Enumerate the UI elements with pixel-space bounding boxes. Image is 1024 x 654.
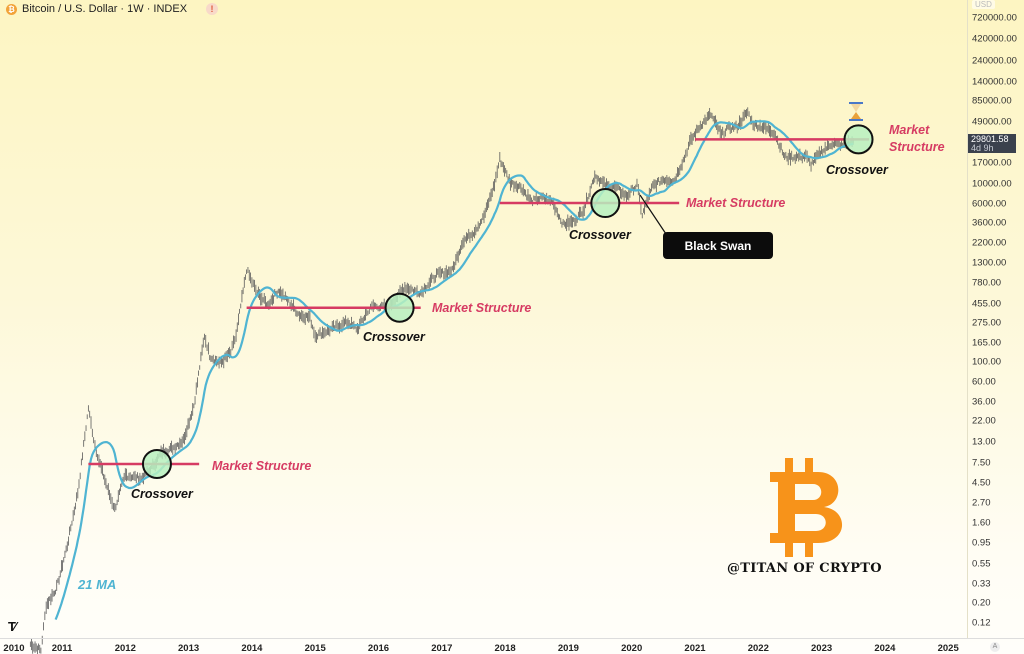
bitcoin-logo (770, 458, 843, 557)
y-tick-label: 6000.00 (972, 198, 1007, 210)
y-tick-label: 140000.00 (972, 76, 1017, 87)
y-tick-label: 13.00 (972, 436, 996, 448)
symbol-title[interactable]: Bitcoin / U.S. Dollar · 1W · INDEX (22, 3, 188, 15)
current-price: 29801.58 (971, 134, 1009, 144)
y-tick-label: 85000.00 (972, 95, 1012, 107)
crossover-circle[interactable] (590, 188, 621, 219)
alert-icon[interactable]: ! (206, 3, 219, 15)
bitcoin-icon: ₿ (6, 3, 17, 15)
tradingview-logo[interactable]: T⁄ (8, 619, 16, 634)
y-tick-label: 2200.00 (972, 237, 1007, 249)
y-tick-label: 49000.00 (972, 116, 1012, 128)
y-tick-label: 240000.00 (972, 55, 1017, 67)
market-structure-label: Market Structure (212, 459, 312, 473)
y-tick-label: 165.00 (972, 337, 1002, 349)
current-price-label: 29801.58 4d 9h (968, 134, 1016, 153)
y-tick-label: 3600.00 (972, 217, 1007, 229)
x-tick-label: 2015 (304, 643, 326, 654)
y-tick-label: 100.00 (972, 356, 1002, 368)
x-tick-label: 2016 (367, 643, 390, 654)
y-tick-label: 0.12 (972, 617, 991, 629)
crossover-label: Crossover (363, 330, 425, 344)
x-tick-label: 2020 (621, 643, 643, 654)
y-tick-label: 4.50 (972, 477, 991, 489)
x-tick-label: 2010 (3, 643, 25, 654)
x-tick-label: 2014 (241, 643, 263, 654)
auto-scale-button[interactable]: A (990, 642, 1000, 652)
x-tick-label: 2024 (874, 643, 896, 654)
y-tick-label: 7.50 (972, 457, 991, 469)
x-tick-label: 2023 (811, 643, 833, 654)
y-tick-label: 0.33 (972, 578, 991, 590)
x-tick-label: 2013 (178, 643, 200, 654)
x-tick-label: 2022 (747, 643, 769, 654)
bar-countdown: 4d 9h (971, 143, 994, 153)
watermark-handle: @TITAN OF CRYPTO (727, 561, 882, 576)
y-tick-label: 60.00 (972, 376, 996, 388)
x-tick-label: 2017 (431, 643, 453, 654)
x-tick-label: 2025 (937, 643, 959, 654)
y-tick-label: 455.00 (972, 298, 1002, 310)
crossover-circle[interactable] (843, 124, 874, 155)
crossover-label: Crossover (826, 163, 888, 177)
x-tick-label: 2021 (684, 643, 706, 654)
market-structure-label: Market Structure (686, 196, 786, 210)
crossover-label: Crossover (569, 228, 631, 242)
price-axis[interactable] (967, 0, 1024, 638)
y-tick-label: 0.55 (972, 558, 991, 570)
y-tick-label: 10000.00 (972, 178, 1012, 190)
market-structure-label: Market Structure (432, 301, 532, 315)
y-tick-label: 420000.00 (972, 33, 1017, 45)
y-tick-label: 22.00 (972, 415, 996, 427)
hourglass-icon (849, 102, 863, 121)
y-tick-label: 2.70 (972, 497, 991, 509)
x-tick-label: 2011 (51, 643, 73, 654)
y-tick-label: 780.00 (972, 277, 1002, 289)
y-tick-label: 720000.00 (972, 12, 1017, 24)
x-tick-label: 2012 (114, 643, 136, 654)
chart-header: ₿ Bitcoin / U.S. Dollar · 1W · INDEX ! (6, 3, 219, 15)
crossover-circle[interactable] (384, 292, 415, 323)
y-tick-label: 0.95 (972, 537, 991, 549)
y-tick-label: 1.60 (972, 517, 991, 529)
time-axis[interactable] (0, 638, 1024, 639)
y-tick-label: 36.00 (972, 396, 996, 408)
market-structure-label: Structure (889, 140, 945, 154)
y-tick-label: 0.20 (972, 597, 991, 609)
y-tick-label: 275.00 (972, 317, 1002, 329)
currency-dropdown[interactable]: USD (972, 0, 995, 9)
market-structure-label: Market (889, 123, 930, 137)
x-tick-label: 2018 (494, 643, 516, 654)
y-tick-label: 1300.00 (972, 257, 1007, 269)
ma-label: 21 MA (78, 577, 117, 592)
crossover-label: Crossover (131, 487, 193, 501)
y-tick-label: 17000.00 (972, 157, 1012, 169)
crossover-circle[interactable] (141, 448, 172, 479)
black-swan-callout: Black Swan (663, 232, 773, 259)
x-tick-label: 2019 (557, 643, 579, 654)
ma-21-line (54, 120, 854, 621)
